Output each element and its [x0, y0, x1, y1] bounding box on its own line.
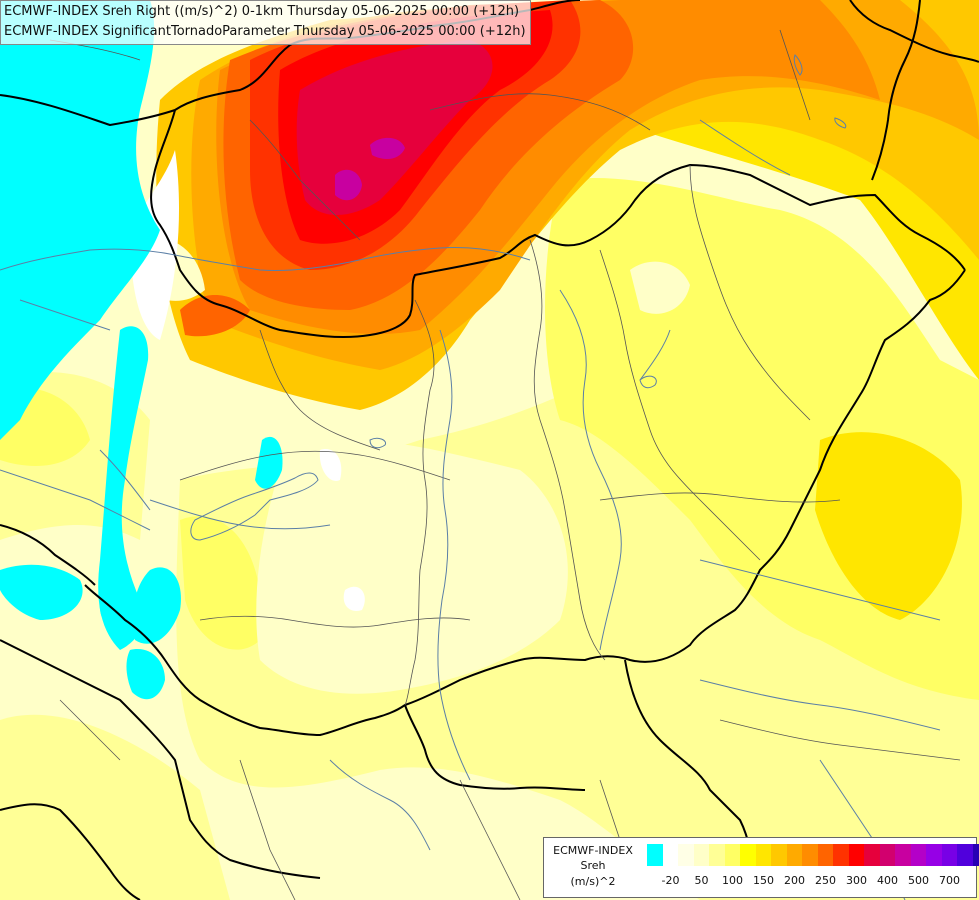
legend-swatch — [895, 844, 911, 866]
legend-swatch — [910, 844, 926, 866]
white-patch — [130, 150, 365, 611]
legend-swatch — [678, 844, 694, 866]
legend-ticks: -20 50 100 150 200 250 300 400 500 700 — [647, 874, 972, 888]
legend-variable-label: Sreh — [580, 859, 606, 872]
legend-tick-label: 700 — [939, 874, 960, 887]
legend-swatch — [926, 844, 942, 866]
map-title-line2: ECMWF-INDEX SignificantTornadoParameter … — [4, 24, 526, 39]
color-legend: ECMWF-INDEX Sreh (m/s)^2 -20 50 100 150 200 2… — [543, 837, 979, 898]
legend-unit-label: (m/s)^2 — [570, 875, 616, 888]
legend-swatch — [879, 844, 895, 866]
light-patch — [140, 237, 690, 694]
legend-tick-label: 50 — [694, 874, 709, 887]
legend-swatch — [647, 844, 663, 866]
legend-swatch — [833, 844, 849, 866]
legend-swatch — [972, 844, 979, 866]
legend-swatch — [740, 844, 756, 866]
legend-tick-label: 250 — [815, 874, 836, 887]
legend-swatch — [786, 844, 802, 866]
legend-swatch — [817, 844, 833, 866]
legend-swatch — [957, 844, 973, 866]
legend-tick-label: -20 — [661, 874, 680, 887]
legend-swatch — [864, 844, 880, 866]
legend-model-label: ECMWF-INDEX — [553, 844, 633, 857]
regional-boundaries — [49, 29, 961, 900]
cyan-region — [0, 0, 283, 700]
legend-tick-label: 100 — [722, 874, 743, 887]
legend-swatch — [755, 844, 771, 866]
legend-swatch — [802, 844, 818, 866]
legend-swatches — [647, 844, 979, 866]
legend-swatch — [771, 844, 787, 866]
legend-tick-label: 500 — [908, 874, 929, 887]
legend-tick-label: 300 — [846, 874, 867, 887]
legend-swatch — [848, 844, 864, 866]
map-title-box: ECMWF-INDEX Sreh Right ((m/s)^2) 0-1km T… — [0, 0, 531, 45]
magenta — [335, 137, 405, 201]
legend-swatch — [662, 844, 678, 866]
legend-tick-label: 200 — [784, 874, 805, 887]
legend-swatch — [709, 844, 725, 866]
legend-tick-label: 150 — [753, 874, 774, 887]
legend-swatch — [693, 844, 709, 866]
rivers — [0, 54, 941, 900]
legend-tick-label: 400 — [877, 874, 898, 887]
legend-swatch — [941, 844, 957, 866]
map-title-line1: ECMWF-INDEX Sreh Right ((m/s)^2) 0-1km T… — [4, 4, 520, 19]
legend-swatch — [724, 844, 740, 866]
